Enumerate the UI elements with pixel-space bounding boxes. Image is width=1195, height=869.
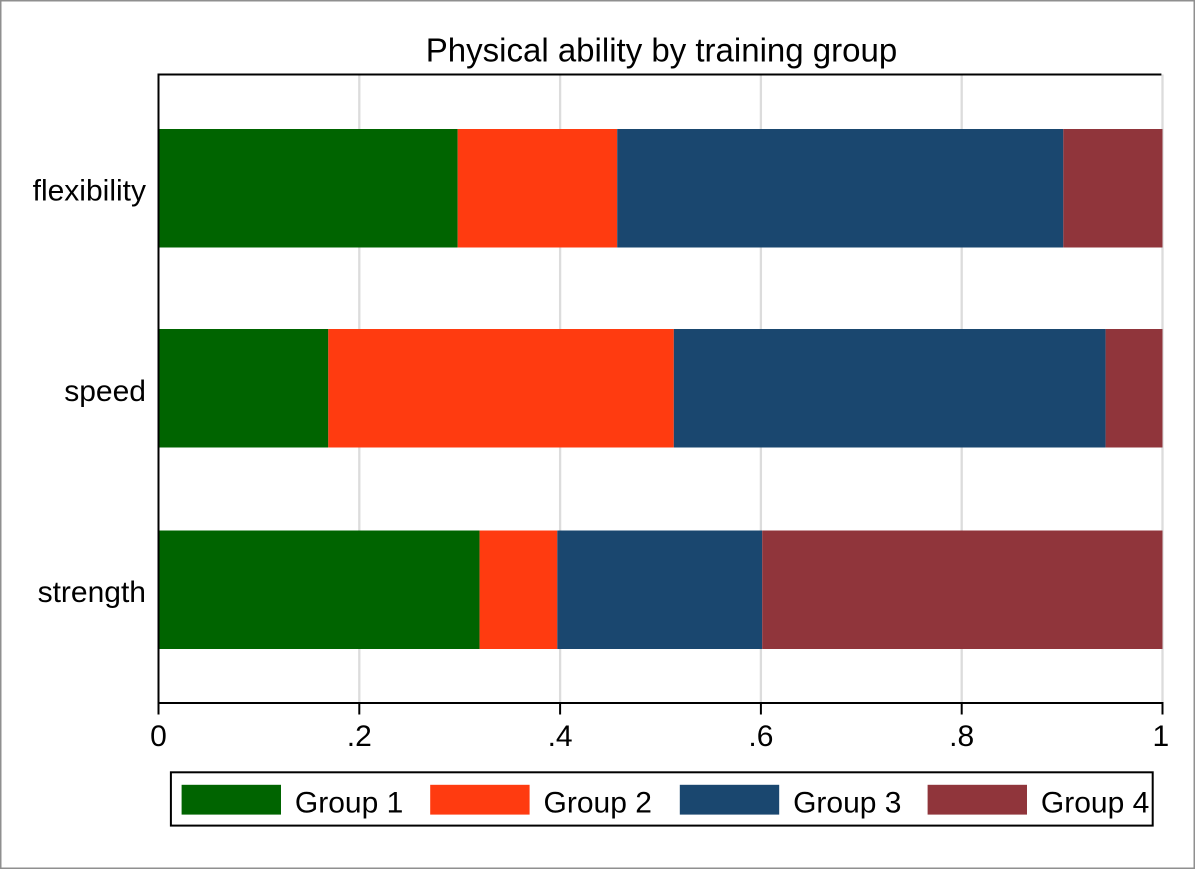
svg-text:flexibility: flexibility: [33, 174, 146, 207]
svg-text:.8: .8: [949, 720, 974, 753]
svg-text:speed: speed: [64, 375, 146, 408]
svg-text:.4: .4: [548, 720, 573, 753]
svg-text:Group 4: Group 4: [1041, 786, 1149, 819]
svg-text:1: 1: [1152, 720, 1169, 753]
svg-text:0: 0: [150, 720, 167, 753]
svg-text:.2: .2: [347, 720, 372, 753]
svg-text:Group 3: Group 3: [793, 786, 901, 819]
svg-text:Group 1: Group 1: [295, 786, 403, 819]
svg-text:Physical ability by training g: Physical ability by training group: [426, 32, 897, 69]
svg-text:Group 2: Group 2: [544, 786, 652, 819]
svg-text:.6: .6: [748, 720, 773, 753]
svg-text:strength: strength: [38, 576, 146, 609]
